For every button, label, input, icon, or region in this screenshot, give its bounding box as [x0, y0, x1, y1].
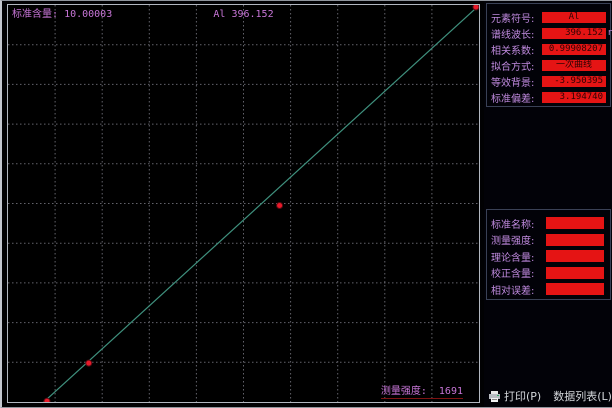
standard-deviation-field: 3.194740	[542, 91, 606, 103]
printer-icon	[489, 390, 500, 402]
chart-title: Al 396.152	[213, 9, 274, 20]
equivalent-background-field: -3.950395	[542, 75, 606, 87]
sample-row-intensity: 测量强度:	[491, 232, 607, 249]
data-point	[276, 201, 284, 209]
sample-info-groupbox: 标准名称: 测量强度: 理论含量: 校正含量: 相对误差:	[486, 209, 611, 300]
plot-canvas	[8, 5, 479, 402]
correlation-field: 0.99908207	[542, 43, 606, 55]
standard-content-value: 10.00003	[64, 9, 113, 20]
wavelength-field: 396.152	[542, 27, 606, 39]
fit-info-groupbox: 元素符号:Al 谱线波长:396.152nm 相关系数:0.99908207 拟…	[486, 3, 612, 107]
info-row-fit-type: 拟合方式: 一次曲线	[491, 57, 607, 73]
info-row-correlation: 相关系数: 0.99908207	[491, 41, 607, 57]
right-panel: 元素符号:Al 谱线波长:396.152nm 相关系数:0.99908207 拟…	[484, 1, 612, 407]
calibration-curve-chart: 标准含量: 10.00003 Al 396.152 测量强度: 1691	[7, 4, 480, 403]
element-symbol-field: Al	[542, 11, 606, 23]
data-point	[43, 397, 51, 402]
data-point	[85, 359, 93, 367]
sample-row-corrected: 校正含量:	[491, 265, 607, 282]
standard-content-label: 标准含量: 10.00003	[12, 9, 113, 20]
fit-type-field: 一次曲线	[542, 59, 606, 71]
info-row-stddev: 标准偏差: 3.194740	[491, 89, 607, 105]
sample-row-error: 相对误差:	[491, 281, 607, 298]
calibration-fit-line	[42, 7, 477, 402]
print-button[interactable]: 打印(P)	[484, 386, 545, 406]
sample-row-theoretical: 理论含量:	[491, 248, 607, 265]
info-row-wavelength: 谱线波长:396.152nm	[491, 25, 612, 41]
info-row-background: 等效背景: -3.950395	[491, 73, 607, 89]
data-list-button[interactable]: 数据列表(L)	[549, 386, 612, 406]
info-row-element: 元素符号: Al	[491, 9, 607, 25]
measured-intensity-label: 测量强度: 1691	[380, 386, 463, 399]
standard-name-field	[546, 217, 604, 230]
button-bar: 打印(P) 数据列表(L)	[484, 386, 612, 406]
theoretical-content-field	[546, 250, 604, 263]
measured-intensity-value: 1691	[438, 386, 463, 397]
data-point	[472, 5, 479, 11]
sample-row-name: 标准名称:	[491, 215, 607, 232]
corrected-content-field	[546, 266, 604, 279]
relative-error-field	[546, 283, 604, 296]
measured-intensity-field	[546, 233, 604, 246]
